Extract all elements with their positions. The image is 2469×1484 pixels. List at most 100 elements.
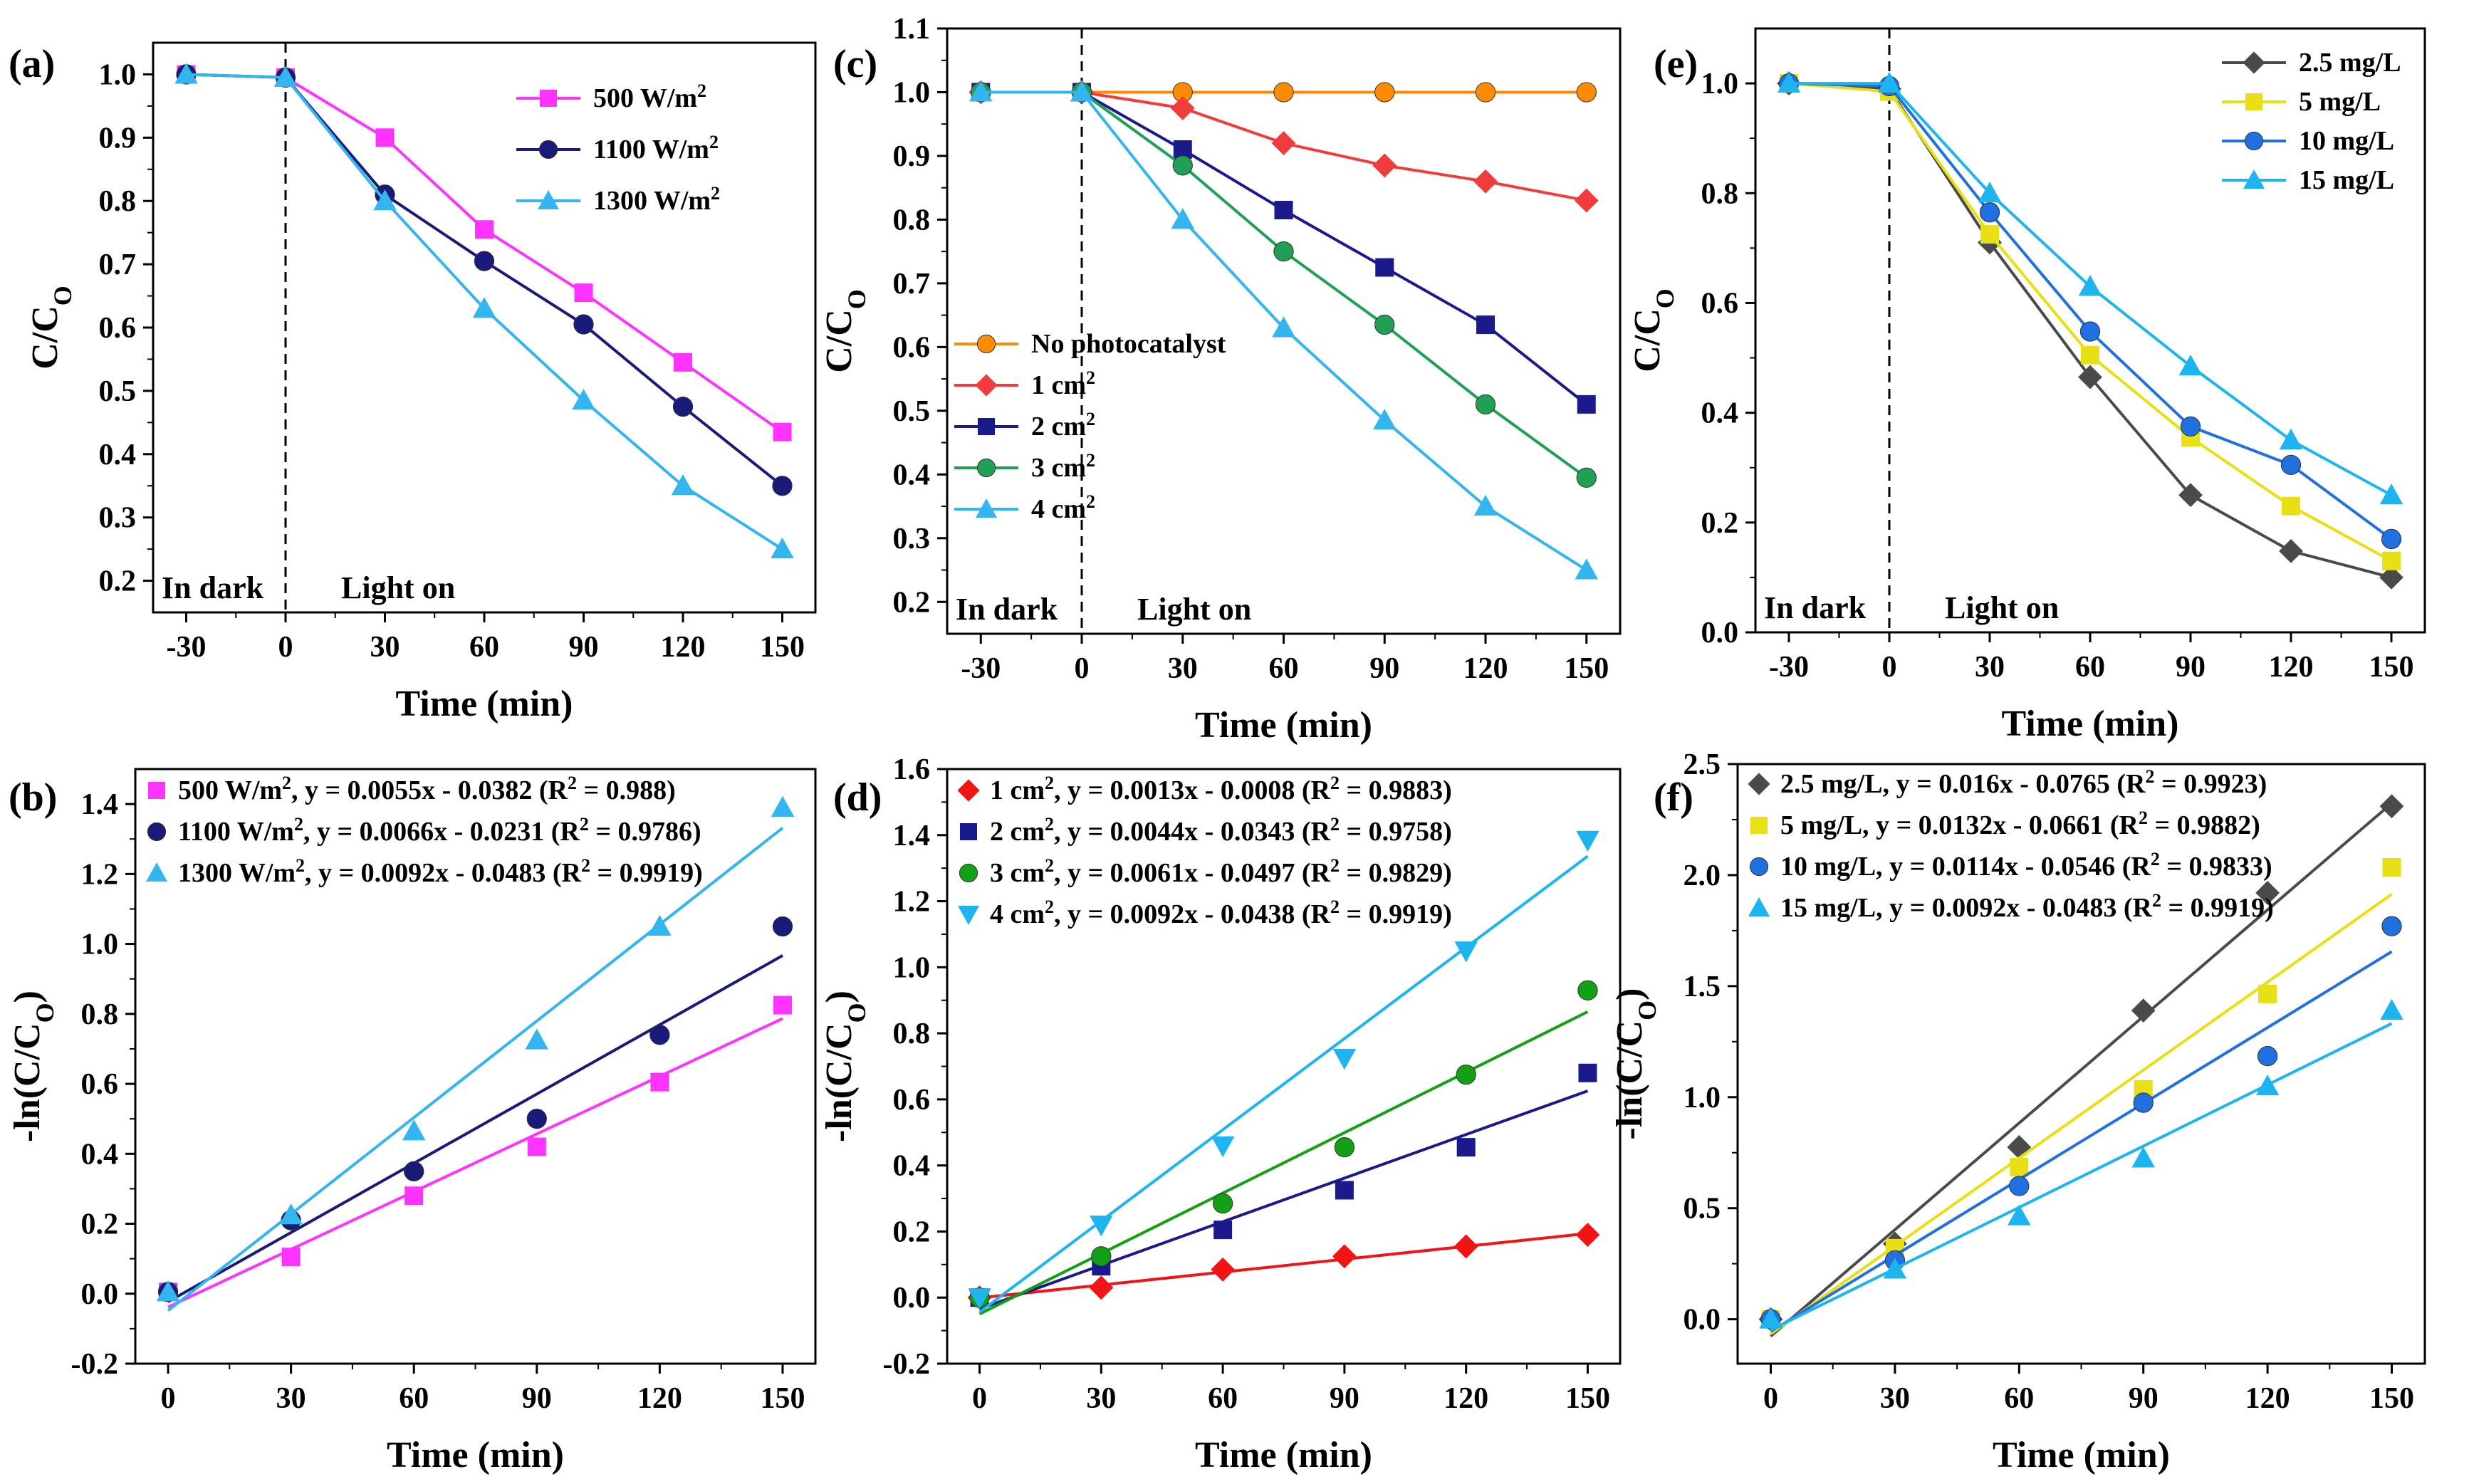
legend-equation-sup: 2 <box>1330 855 1340 876</box>
y-tick-label: 0.0 <box>893 1282 931 1315</box>
data-point <box>1979 202 2000 223</box>
data-point <box>1456 1064 1476 1085</box>
y-tick-label: 1.0 <box>893 76 931 109</box>
legend-name-sup: 2 <box>1086 367 1095 388</box>
legend-label: 2 cm2 <box>1031 409 1095 442</box>
legend-marker <box>960 823 977 840</box>
data-point <box>1372 153 1397 178</box>
data-point <box>1575 558 1598 580</box>
series-1 <box>176 64 793 496</box>
legend-name: No photocatalyst <box>1031 329 1226 359</box>
data-point <box>649 1025 670 1045</box>
y-tick-label: 2.5 <box>1684 748 1721 781</box>
legend-label: 2 cm2, y = 0.0044x - 0.0343 (R2 = 0.9758… <box>990 814 1452 847</box>
data-point <box>1575 1223 1600 1247</box>
data-point <box>1274 201 1293 219</box>
data-point <box>2379 565 2403 590</box>
data-point <box>404 1161 424 1182</box>
y-tick-label: 0.8 <box>99 185 137 218</box>
data-point <box>1574 188 1599 213</box>
panel-d: 0 30 60 90 120 150 -0.2 0.0 0.2 0.4 0.6 0.8 1.0 1.2 1.… <box>819 753 1622 1475</box>
fit-line <box>979 1232 1588 1300</box>
data-point <box>2078 275 2102 296</box>
y-tick-label: 0.0 <box>81 1278 119 1311</box>
annotation-light-on: Light on <box>341 570 455 605</box>
data-point <box>772 476 793 496</box>
panel-label: (e) <box>1654 42 1698 86</box>
legend-equation-sup: 2 <box>2145 766 2154 787</box>
legend-equation: , y = 0.0055x - 0.0382 (R <box>291 775 568 805</box>
data-point <box>1577 980 1598 1000</box>
legend-name: 2.5 mg/L <box>2299 48 2401 78</box>
legend-label: 1 cm2, y = 0.0013x - 0.0008 (R2 = 0.9883… <box>990 773 1452 806</box>
legend-name: 500 W/m <box>178 775 282 805</box>
legend-label: 15 mg/L <box>2299 165 2394 195</box>
panel-c: -30 0 30 60 90 120 150 0.2 0.3 0.4 0.5 0.6 0.7 0.8 0.9… <box>819 13 1622 746</box>
y-axis-title-sub: O <box>842 1003 871 1023</box>
legend-equation-end: = 0.9919) <box>1340 899 1452 929</box>
fit-line <box>978 1010 1589 1316</box>
legend-equation: y = 0.0092x - 0.0483 (R <box>1883 893 2153 923</box>
data-point <box>373 189 397 211</box>
panel-label: (f) <box>1654 775 1693 820</box>
legend-equation-end: = 0.9829) <box>1340 858 1452 888</box>
legend-name-sup: 2 <box>1086 450 1095 471</box>
data-point <box>2382 551 2401 570</box>
data-point <box>2381 528 2402 550</box>
plot-frame <box>152 41 817 614</box>
legend-name-sup: 2 <box>1045 773 1054 793</box>
data-point <box>2255 880 2280 905</box>
y-tick-label: 0.6 <box>893 331 931 364</box>
y-tick-label: 0.7 <box>99 249 137 281</box>
data-point <box>472 297 496 318</box>
data-point <box>1272 316 1295 338</box>
data-point <box>2008 1204 2031 1226</box>
data-point <box>2257 1045 2278 1067</box>
data-point <box>1271 131 1296 155</box>
data-point <box>1475 394 1496 415</box>
y-tick-label: 1.0 <box>893 951 931 984</box>
fit-line <box>167 954 783 1303</box>
legend-label: 1 cm2 <box>1031 367 1095 401</box>
legend-marker <box>2243 169 2265 189</box>
legend-equation-end: = 0.9882) <box>2148 810 2260 840</box>
legend-name: 15 mg/L, <box>1780 893 1883 923</box>
data-point <box>650 1072 669 1092</box>
data-point <box>1576 467 1597 488</box>
annotation-light-on: Light on <box>1945 590 2059 625</box>
x-tick-label: 0 <box>1763 1382 1778 1415</box>
panel-e: -30 0 30 60 90 120 150 0.0 0.2 0.4 0.6 0.8 1.0 Time (… <box>1627 27 2426 744</box>
x-tick-label: 60 <box>1208 1382 1238 1415</box>
legend-equation-sup: 2 <box>581 855 590 876</box>
legend-name: 500 W/m <box>593 83 697 113</box>
data-point <box>573 314 594 335</box>
series-2 <box>969 980 1598 1316</box>
y-tick-label: 0.8 <box>893 1018 931 1050</box>
x-tick-label: -30 <box>1769 651 1809 684</box>
y-axis-title-main: -ln(C/C <box>7 1023 48 1142</box>
legend-name: 1100 W/m <box>178 817 294 847</box>
data-point <box>648 914 672 936</box>
y-tick-label: 0.2 <box>893 1216 931 1248</box>
legend-name-sup: 2 <box>1086 491 1095 512</box>
data-point <box>1212 1193 1233 1214</box>
series-3 <box>971 82 1597 488</box>
legend-marker <box>1748 897 1770 916</box>
x-tick-label: 90 <box>1330 1382 1359 1415</box>
legend-label: 2.5 mg/L <box>2299 48 2401 78</box>
x-tick-label: 0 <box>1882 651 1897 684</box>
data-point <box>1334 1137 1355 1158</box>
data-point <box>1373 409 1397 430</box>
legend-name-sup: 2 <box>1045 897 1054 917</box>
data-point <box>671 474 695 496</box>
legend-equation: , y = 0.0092x - 0.0438 (R <box>1054 899 1330 929</box>
y-tick-label: 0.2 <box>81 1208 119 1241</box>
legend-marker <box>976 458 996 478</box>
x-tick-label: 60 <box>469 631 499 664</box>
x-tick-label: 30 <box>276 1382 306 1415</box>
y-axis-title-main: C/C <box>819 309 860 373</box>
data-point <box>2178 354 2203 376</box>
legend-label: 500 W/m2 <box>593 80 706 114</box>
x-tick-label: 30 <box>1880 1382 1910 1415</box>
